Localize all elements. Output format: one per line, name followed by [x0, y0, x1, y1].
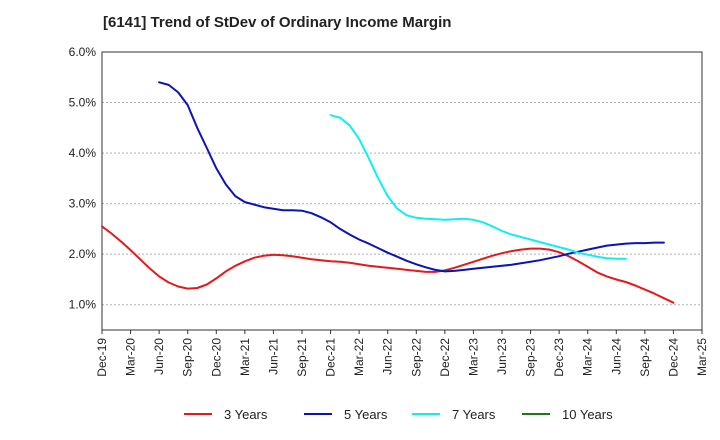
x-tick-label: Mar-23: [466, 338, 480, 376]
y-tick-label: 4.0%: [69, 146, 97, 160]
x-tick-label: Mar-22: [352, 338, 366, 376]
y-tick-label: 3.0%: [69, 197, 97, 211]
x-tick-label: Dec-19: [95, 338, 109, 377]
x-tick-label: Jun-22: [381, 338, 395, 375]
y-tick-label: 2.0%: [69, 247, 97, 261]
x-tick-label: Jun-21: [266, 338, 280, 375]
x-tick-label: Mar-24: [581, 338, 595, 376]
x-tick-label: Jun-24: [609, 338, 623, 375]
y-tick-label: 6.0%: [69, 45, 97, 59]
y-tick-label: 1.0%: [69, 298, 97, 312]
x-tick-label: Sep-21: [295, 338, 309, 377]
x-tick-label: Jun-23: [495, 338, 509, 375]
plot-frame: [101, 51, 703, 331]
x-tick-label: Mar-21: [238, 338, 252, 376]
series-line-7-years: [329, 114, 627, 260]
y-tick-label: 5.0%: [69, 96, 97, 110]
x-tick-label: Mar-25: [695, 338, 709, 376]
x-tick-label: Sep-20: [181, 338, 195, 377]
chart-title: [6141] Trend of StDev of Ordinary Income…: [103, 14, 452, 31]
x-tick-label: Sep-22: [409, 338, 423, 377]
x-tick-label: Mar-20: [124, 338, 138, 376]
series-line-3-years: [101, 225, 675, 304]
x-tick-label: Dec-23: [552, 338, 566, 377]
x-tick-label: Sep-23: [524, 338, 538, 377]
x-tick-label: Dec-20: [209, 338, 223, 377]
x-tick-label: Dec-24: [666, 338, 680, 377]
x-tick-label: Sep-24: [638, 338, 652, 377]
x-tick-label: Dec-22: [438, 338, 452, 377]
legend-label: 3 Years: [224, 407, 268, 422]
legend-label: 7 Years: [452, 407, 496, 422]
legend-label: 5 Years: [344, 407, 388, 422]
series-line-5-years: [158, 81, 665, 273]
legend-label: 10 Years: [562, 407, 613, 422]
x-tick-label: Jun-20: [152, 338, 166, 375]
x-tick-label: Dec-21: [324, 338, 338, 377]
